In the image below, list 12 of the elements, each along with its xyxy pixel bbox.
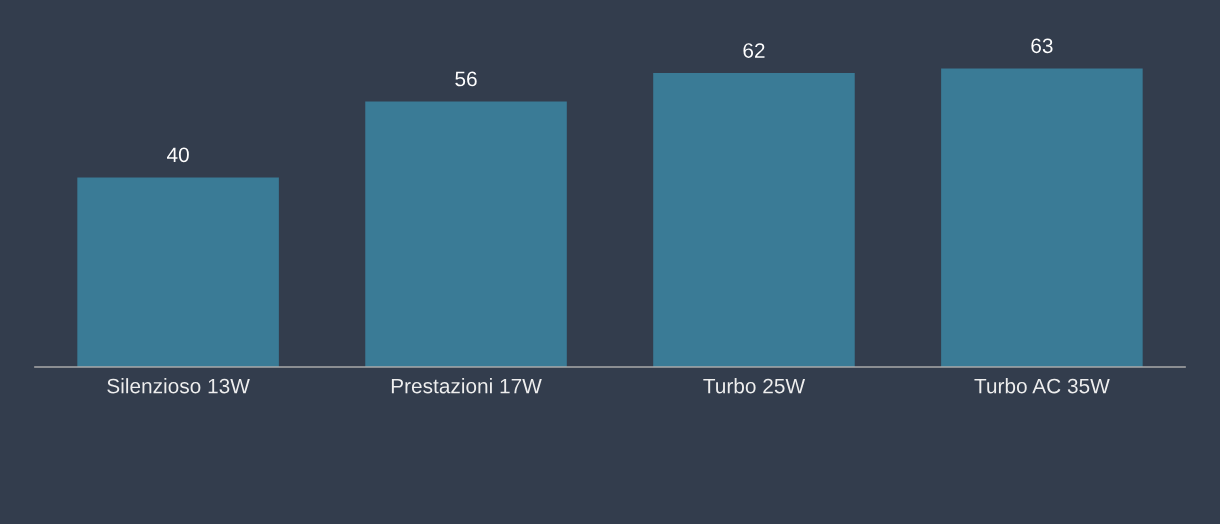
x-tick-label: Silenzioso 13W: [107, 378, 250, 394]
bar: [653, 73, 855, 367]
data-label: 56: [455, 71, 477, 87]
bar: [365, 101, 567, 367]
bar: [941, 68, 1143, 367]
data-label: 63: [1031, 38, 1053, 54]
data-label: 40: [167, 147, 189, 163]
data-label: 62: [743, 43, 765, 58]
x-tick-label: Prestazioni 17W: [391, 378, 542, 394]
x-tick-label: Turbo 25W: [703, 378, 806, 394]
x-tick-label: Turbo AC 35W: [974, 378, 1110, 394]
bar: [77, 177, 279, 367]
